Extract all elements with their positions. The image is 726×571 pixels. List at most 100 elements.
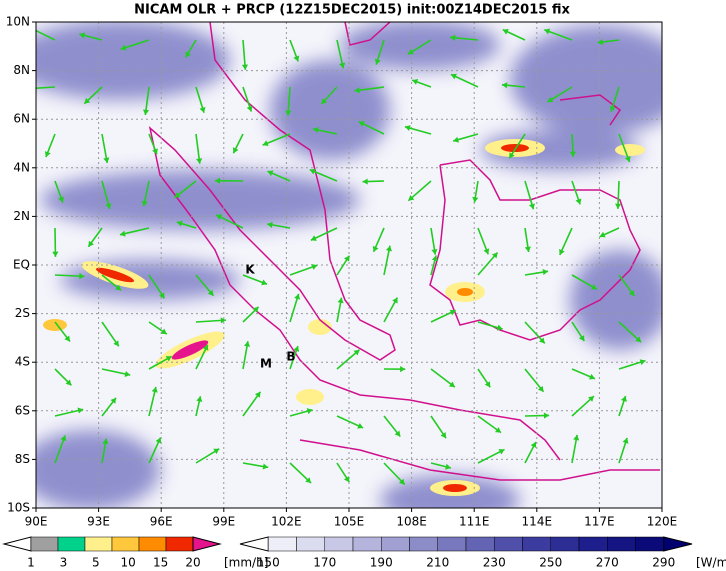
wind-arrow-head xyxy=(88,240,94,247)
lon-label: 114E xyxy=(522,515,553,529)
colorbar-label: 150 xyxy=(257,556,280,570)
wind-arrow-head xyxy=(358,121,365,127)
wind-arrow-head xyxy=(252,306,259,313)
colorbar-label: 190 xyxy=(370,556,393,570)
wind-arrow-head xyxy=(60,435,67,442)
wind-arrow-head xyxy=(578,335,585,342)
wind-arrow-head xyxy=(306,408,313,415)
wind-arrow-head xyxy=(337,297,344,304)
wind-arrow-head xyxy=(528,203,535,210)
wind-arrow-head xyxy=(404,125,411,132)
wind-arrow-head xyxy=(220,317,226,324)
station-label: K xyxy=(245,263,255,277)
wind-arrow-head xyxy=(362,178,368,185)
wind-arrow-head xyxy=(313,126,319,134)
wind-arrow-head xyxy=(44,151,51,158)
wind-arrow-head xyxy=(597,39,604,46)
wind-arrow-head xyxy=(262,463,269,470)
wind-arrow-head xyxy=(176,220,183,227)
wind-arrow-head xyxy=(599,231,606,238)
lat-label: 10N xyxy=(6,15,30,29)
colorbar-box xyxy=(522,536,551,552)
wind-arrow-head xyxy=(102,438,109,445)
lon-label: 102E xyxy=(271,515,302,529)
wind-arrow-head xyxy=(124,370,131,377)
colorbar-label: 170 xyxy=(313,556,336,570)
colorbar-label: 230 xyxy=(483,556,506,570)
wind-arrow-head xyxy=(207,289,214,296)
map xyxy=(36,22,662,508)
colorbar-end xyxy=(663,536,693,552)
wind-arrow-head xyxy=(483,248,490,255)
colorbar-box xyxy=(296,536,325,552)
wind-arrow-head xyxy=(450,73,457,80)
wind-arrow-head xyxy=(588,396,594,402)
wind-vectors xyxy=(36,28,646,486)
lon-label: 105E xyxy=(334,515,365,529)
lat-label: 8N xyxy=(13,63,30,77)
wind-arrow-head xyxy=(412,78,419,85)
wind-arrow-head xyxy=(339,62,346,69)
wind-arrow-head xyxy=(509,152,515,159)
wind-arrow-head xyxy=(160,328,167,335)
wind-arrow-head xyxy=(254,391,261,398)
colorbar-end xyxy=(239,536,269,552)
colorbar-box xyxy=(324,536,354,552)
lat-label: 2S xyxy=(15,306,30,320)
station-label: B xyxy=(286,350,295,364)
colorbar-box xyxy=(465,536,495,552)
colorbar-unit: [W/m^2] xyxy=(696,556,726,570)
wind-arrow-head xyxy=(407,48,414,55)
lon-label: 96E xyxy=(150,515,173,529)
colorbar-box xyxy=(550,536,580,552)
lon-label: 90E xyxy=(25,515,48,529)
lat-label: 6N xyxy=(13,112,30,126)
wind-arrow-head xyxy=(142,109,150,115)
colorbar-end xyxy=(2,536,32,552)
wind-arrow-head xyxy=(246,105,253,112)
wind-arrow-head xyxy=(84,97,91,104)
wind-arrow-head xyxy=(559,248,565,255)
lon-label: 117E xyxy=(584,515,615,529)
station-label: M xyxy=(260,357,272,371)
wind-arrow-head xyxy=(151,386,158,393)
wind-arrow-head xyxy=(498,449,505,455)
wind-arrow-head xyxy=(141,200,148,207)
wind-arrow-head xyxy=(58,196,64,203)
wind-arrow-head xyxy=(293,55,300,62)
wind-arrow-head xyxy=(569,151,577,157)
lon-label: 108E xyxy=(396,515,427,529)
lon-label: 120E xyxy=(647,515,678,529)
wind-arrow-head xyxy=(52,251,59,257)
colorbar-label: 5 xyxy=(92,556,100,570)
lat-label: 8S xyxy=(15,452,30,466)
lat-label: 6S xyxy=(15,403,30,417)
wind-arrow-head xyxy=(120,44,127,51)
wind-arrow-head xyxy=(408,194,415,201)
wind-arrow-head xyxy=(635,336,642,343)
wind-arrow xyxy=(36,29,56,41)
wind-arrow-head xyxy=(115,284,122,291)
wind-arrow-head xyxy=(196,158,203,164)
wind-arrow-head xyxy=(524,246,531,253)
wind-arrow-head xyxy=(196,396,203,402)
wind-arrow-head xyxy=(213,448,220,455)
wind-arrow-head xyxy=(573,434,580,441)
wind-arrow-head xyxy=(357,422,364,429)
wind-arrow-head xyxy=(628,290,635,297)
lon-label: 111E xyxy=(459,515,490,529)
wind-arrow-head xyxy=(261,279,268,286)
wind-arrow-head xyxy=(537,385,544,392)
wind-arrow-head xyxy=(185,51,191,58)
wind-arrow-head xyxy=(113,340,119,347)
wind-arrow-head xyxy=(110,397,117,404)
wind-arrow-head xyxy=(449,309,456,316)
wind-arrow-head xyxy=(448,381,455,388)
wind-arrow-head xyxy=(159,292,165,299)
wind-arrow-head xyxy=(285,110,292,116)
wind-arrow-head xyxy=(639,359,646,366)
colorbar-end xyxy=(192,536,222,552)
wind-arrow-head xyxy=(354,87,360,94)
wind-arrow-head xyxy=(450,34,456,41)
